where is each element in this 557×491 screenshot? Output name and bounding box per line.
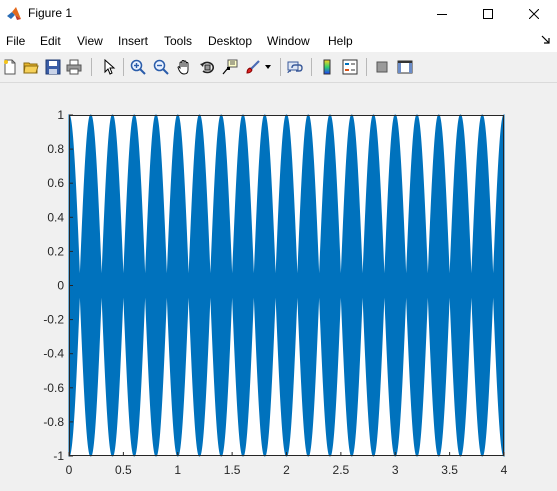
insert-legend-icon bbox=[342, 59, 358, 75]
series-1-line bbox=[68, 114, 505, 457]
plot-axes[interactable]: 0 0.5 1 1.5 2 2.5 3 3.5 4 -1 -0.8 -0.6 -0.4 -0.2 0 0.2 0… bbox=[0, 83, 557, 486]
print-button[interactable] bbox=[64, 57, 84, 77]
minimize-icon bbox=[437, 14, 447, 15]
x-tick-label: 3.5 bbox=[441, 463, 458, 477]
y-tick-label: -0.4 bbox=[43, 347, 64, 361]
print-icon bbox=[66, 59, 82, 75]
series-layer bbox=[68, 114, 505, 457]
toolbar-separator bbox=[280, 58, 281, 76]
brush-dropdown-button[interactable] bbox=[262, 57, 274, 77]
x-tick-label: 0 bbox=[66, 463, 73, 477]
dock-arrow-icon[interactable] bbox=[541, 35, 551, 45]
rotate-3d-button[interactable] bbox=[197, 57, 217, 77]
save-icon bbox=[45, 59, 61, 75]
hide-plot-tools-icon bbox=[376, 61, 388, 73]
edit-plot-button[interactable] bbox=[98, 57, 118, 77]
maximize-icon bbox=[483, 9, 493, 19]
y-tick-label: 0.4 bbox=[47, 210, 64, 224]
menu-view[interactable]: View bbox=[77, 34, 103, 48]
new-figure-icon bbox=[4, 59, 16, 75]
x-tick-label: 2.5 bbox=[333, 463, 350, 477]
x-tick-label: 1.5 bbox=[224, 463, 241, 477]
x-tick-label: 2 bbox=[283, 463, 290, 477]
x-tick-label: 3 bbox=[392, 463, 399, 477]
menu-tools[interactable]: Tools bbox=[164, 34, 193, 48]
menu-window[interactable]: Window bbox=[267, 34, 310, 48]
data-cursor-icon bbox=[222, 59, 238, 75]
chevron-down-icon bbox=[265, 65, 271, 69]
data-cursor-button[interactable] bbox=[220, 57, 240, 77]
y-tick-label: 0.6 bbox=[47, 176, 64, 190]
rotate-3d-icon bbox=[200, 61, 215, 74]
new-figure-button[interactable] bbox=[0, 57, 20, 77]
y-tick-label: 0.2 bbox=[47, 244, 64, 258]
ticks-layer: 0 0.5 1 1.5 2 2.5 3 3.5 4 -1 -0.8 -0.6 -0.4 -0.2 0 0.2 0… bbox=[43, 108, 507, 477]
toolbar-separator bbox=[91, 58, 92, 76]
toolbar-separator bbox=[366, 58, 367, 76]
link-plot-icon bbox=[287, 61, 303, 74]
y-tick-label: -0.6 bbox=[43, 381, 64, 395]
y-tick-label: -1 bbox=[53, 449, 64, 463]
insert-colorbar-button[interactable] bbox=[317, 57, 337, 77]
title-bar: Figure 1 bbox=[0, 0, 557, 28]
pan-icon bbox=[177, 60, 189, 75]
minimize-button[interactable] bbox=[419, 0, 465, 28]
open-file-icon bbox=[23, 62, 39, 74]
figure-toolbar bbox=[0, 52, 557, 83]
insert-colorbar-icon bbox=[323, 59, 331, 75]
show-plot-tools-icon bbox=[397, 60, 413, 74]
x-tick-label: 1 bbox=[174, 463, 181, 477]
menu-desktop[interactable]: Desktop bbox=[208, 34, 253, 48]
y-tick-label: 0.8 bbox=[47, 142, 64, 156]
y-tick-label: 0 bbox=[57, 279, 64, 293]
insert-legend-button[interactable] bbox=[340, 57, 360, 77]
link-plot-button[interactable] bbox=[285, 57, 305, 77]
figure-canvas: 0 0.5 1 1.5 2 2.5 3 3.5 4 -1 -0.8 -0.6 -0.4 -0.2 0 0.2 0… bbox=[0, 83, 557, 486]
window-title: Figure 1 bbox=[28, 6, 73, 20]
zoom-out-button[interactable] bbox=[151, 57, 171, 77]
edit-plot-icon bbox=[104, 59, 116, 75]
matlab-logo-icon bbox=[7, 7, 21, 20]
y-tick-label: 1 bbox=[57, 108, 64, 122]
brush-button[interactable] bbox=[243, 57, 263, 77]
toolbar-separator bbox=[311, 58, 312, 76]
y-tick-label: -0.8 bbox=[43, 415, 64, 429]
zoom-in-icon bbox=[130, 59, 146, 75]
zoom-out-icon bbox=[153, 59, 169, 75]
maximize-button[interactable] bbox=[465, 0, 511, 28]
menu-help[interactable]: Help bbox=[328, 34, 353, 48]
menu-insert[interactable]: Insert bbox=[118, 34, 149, 48]
x-tick-label: 0.5 bbox=[115, 463, 132, 477]
pan-button[interactable] bbox=[174, 57, 194, 77]
show-plot-tools-button[interactable] bbox=[395, 57, 415, 77]
toolbar-separator bbox=[123, 58, 124, 76]
open-file-button[interactable] bbox=[21, 57, 41, 77]
close-button[interactable] bbox=[511, 0, 557, 28]
menu-edit[interactable]: Edit bbox=[40, 34, 61, 48]
x-tick-label: 4 bbox=[501, 463, 508, 477]
y-tick-label: -0.2 bbox=[43, 313, 64, 327]
menu-file[interactable]: File bbox=[6, 34, 26, 48]
hide-plot-tools-button[interactable] bbox=[372, 57, 392, 77]
zoom-in-button[interactable] bbox=[128, 57, 148, 77]
save-button[interactable] bbox=[43, 57, 63, 77]
close-icon bbox=[529, 9, 539, 19]
brush-icon bbox=[246, 60, 260, 74]
menu-bar: File Edit View Insert Tools Desktop Wind… bbox=[0, 28, 557, 52]
